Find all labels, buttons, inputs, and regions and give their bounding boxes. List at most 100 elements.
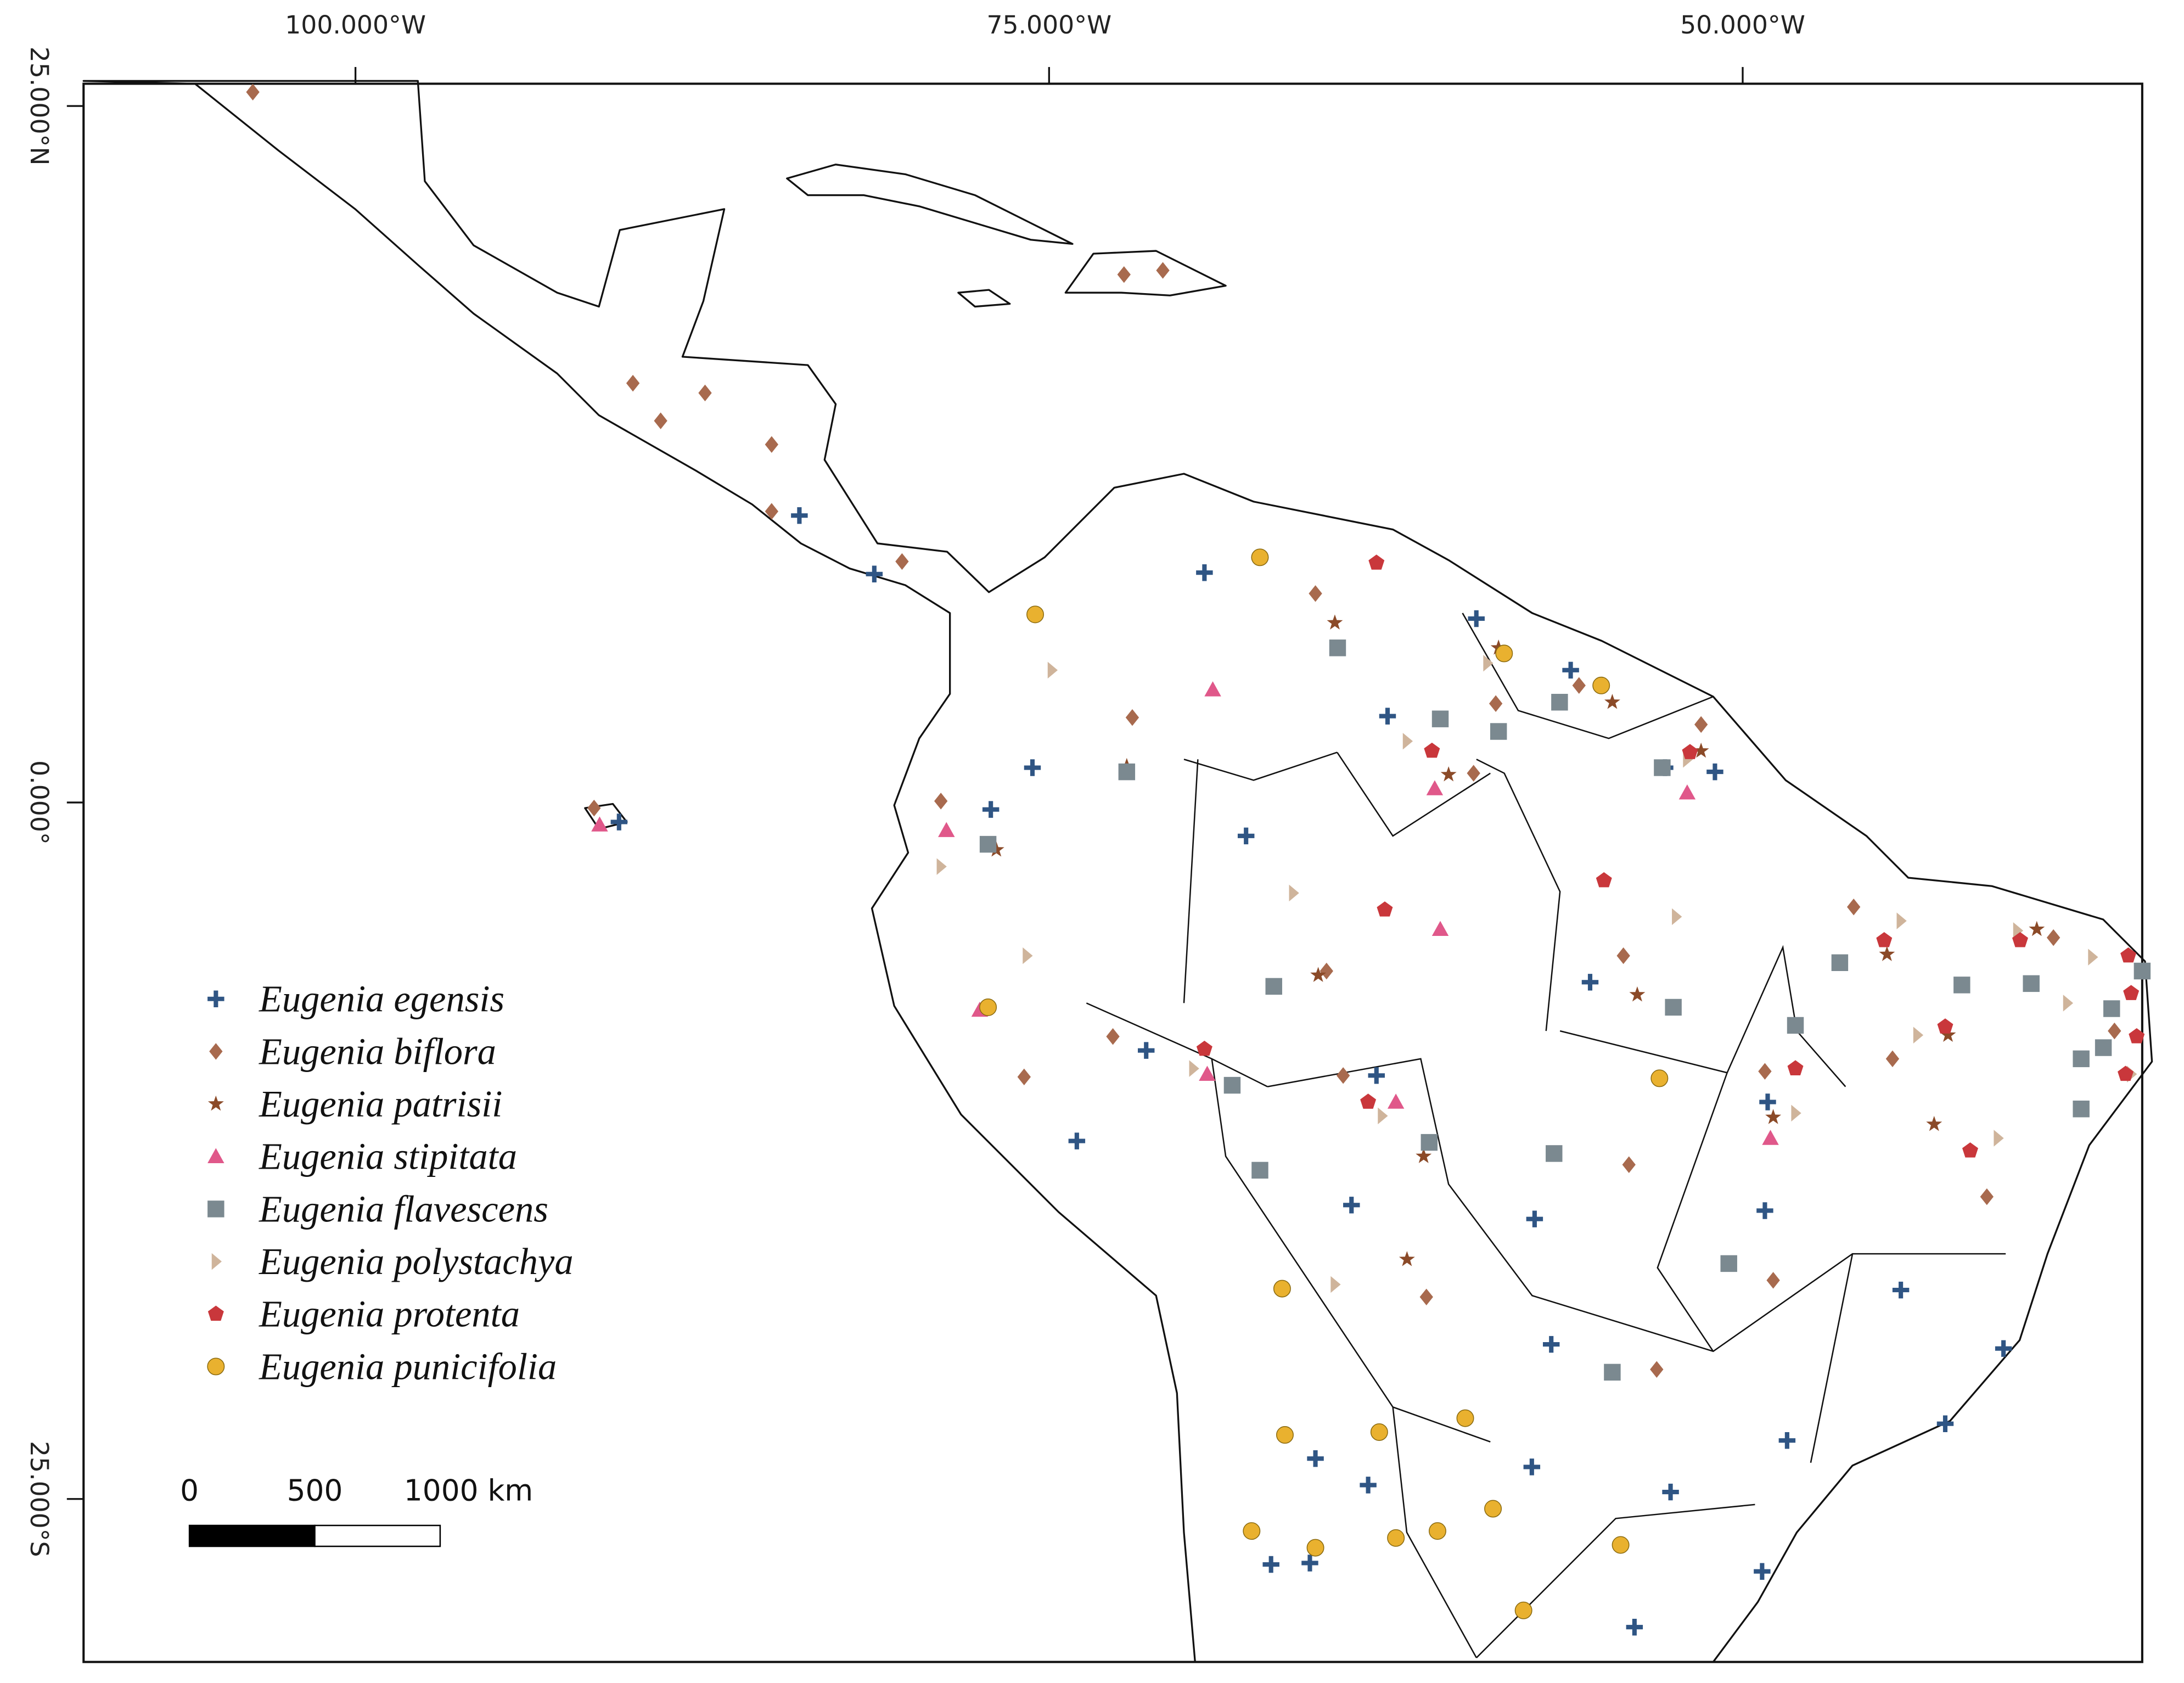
occurrence-point — [1289, 884, 1299, 902]
occurrence-point — [1068, 1132, 1086, 1149]
occurrence-point — [1320, 962, 1333, 980]
legend-marker — [207, 990, 224, 1007]
occurrence-point — [1672, 908, 1682, 925]
occurrence-point — [1137, 1042, 1155, 1059]
series — [979, 639, 2151, 1381]
occurrence-point — [2118, 1065, 2134, 1081]
y-tick-label: 25.000°S — [25, 1441, 54, 1557]
occurrence-point — [1787, 1017, 1804, 1034]
occurrence-point — [1370, 1423, 1388, 1441]
occurrence-point — [1223, 1076, 1241, 1094]
occurrence-point — [2029, 921, 2045, 936]
occurrence-point — [591, 816, 608, 832]
continent — [82, 80, 2153, 1663]
occurrence-point — [1483, 654, 1494, 672]
occurrence-point — [1650, 1361, 1664, 1378]
occurrence-point — [2088, 949, 2098, 966]
occurrence-point — [2103, 1000, 2120, 1017]
occurrence-point — [1581, 974, 1599, 991]
occurrence-point — [1416, 1148, 1432, 1163]
occurrence-point — [610, 814, 628, 831]
x-tick-label: 75.000°W — [986, 10, 1111, 40]
x-tick-label: 100.000°W — [285, 10, 426, 40]
occurrence-point — [246, 83, 260, 100]
occurrence-point — [1387, 1093, 1405, 1109]
occurrence-point — [1456, 1409, 1474, 1427]
occurrence-point — [1650, 1069, 1669, 1087]
y-tick-label: 25.000°N — [25, 47, 54, 166]
legend-marker — [207, 1357, 225, 1376]
occurrence-point — [1327, 614, 1343, 630]
occurrence-point — [2012, 932, 2028, 947]
occurrence-point — [1431, 921, 1449, 936]
occurrence-point — [1118, 763, 1136, 781]
occurrence-point — [1542, 1336, 1560, 1353]
occurrence-point — [1196, 1040, 1212, 1056]
occurrence-point — [1024, 759, 1041, 776]
legend-marker — [209, 1043, 223, 1060]
legend-label: Eugenia egensis — [259, 978, 504, 1020]
legend-label: Eugenia biflora — [259, 1030, 496, 1072]
occurrence-point — [1682, 744, 1698, 759]
occurrence-point — [979, 835, 997, 853]
occurrence-point — [1426, 780, 1444, 795]
occurrence-point — [1421, 1134, 1438, 1151]
occurrence-point — [1243, 1522, 1261, 1540]
occurrence-point — [1604, 1364, 1621, 1381]
series — [979, 548, 1669, 1619]
occurrence-point — [1879, 946, 1895, 961]
occurrence-point — [2120, 947, 2137, 963]
occurrence-point — [1424, 742, 1440, 758]
occurrence-point — [1787, 1060, 1804, 1075]
occurrence-point — [1778, 1432, 1796, 1449]
occurrence-point — [1378, 1107, 1388, 1125]
occurrence-point — [1343, 1197, 1360, 1214]
occurrence-point — [2095, 1039, 2112, 1056]
occurrence-point — [1876, 932, 1893, 947]
scale-bar-label: 500 — [287, 1473, 343, 1507]
occurrence-point — [2073, 1050, 2090, 1068]
occurrence-point — [1329, 639, 1346, 657]
legend-marker — [211, 1253, 222, 1270]
occurrence-point — [1017, 1068, 1031, 1086]
occurrence-point — [1026, 605, 1045, 624]
occurrence-point — [1468, 610, 1485, 627]
occurrence-point — [1489, 695, 1503, 713]
occurrence-point — [1360, 1477, 1377, 1494]
occurrence-point — [934, 793, 948, 810]
occurrence-point — [1402, 733, 1413, 750]
series — [936, 654, 2137, 1293]
occurrence-point — [1604, 694, 1620, 709]
occurrence-point — [1678, 784, 1696, 800]
occurrence-point — [2134, 962, 2151, 980]
occurrence-point — [1831, 954, 1849, 971]
occurrence-point — [1622, 1156, 1636, 1173]
occurrence-point — [1310, 967, 1327, 982]
y-tick-label: 0.000° — [25, 760, 54, 845]
occurrence-point — [1023, 947, 1033, 964]
occurrence-point — [1330, 1276, 1341, 1293]
occurrence-point — [1994, 1130, 2004, 1147]
occurrence-point — [1262, 1556, 1279, 1573]
occurrence-point — [1237, 827, 1255, 845]
occurrence-point — [1377, 901, 1393, 917]
scale-bar-label: 0 — [180, 1473, 199, 1507]
occurrence-point — [1759, 1093, 1776, 1110]
legend-label: Eugenia stipitata — [259, 1136, 517, 1177]
occurrence-point — [1106, 1028, 1120, 1045]
occurrence-point — [1431, 710, 1449, 727]
scale-bar-segment — [188, 1524, 316, 1547]
legend-marker — [207, 1305, 224, 1321]
occurrence-point — [1546, 1145, 1563, 1162]
occurrence-point — [1196, 564, 1213, 581]
occurrence-point — [765, 436, 779, 453]
occurrence-point — [626, 374, 640, 392]
series — [1196, 554, 2145, 1158]
occurrence-point — [979, 998, 997, 1016]
occurrence-point — [1665, 998, 1682, 1016]
occurrence-point — [587, 799, 601, 817]
occurrence-point — [1276, 1426, 1294, 1444]
occurrence-point — [1720, 1255, 1737, 1272]
map-frame — [82, 82, 2143, 1663]
